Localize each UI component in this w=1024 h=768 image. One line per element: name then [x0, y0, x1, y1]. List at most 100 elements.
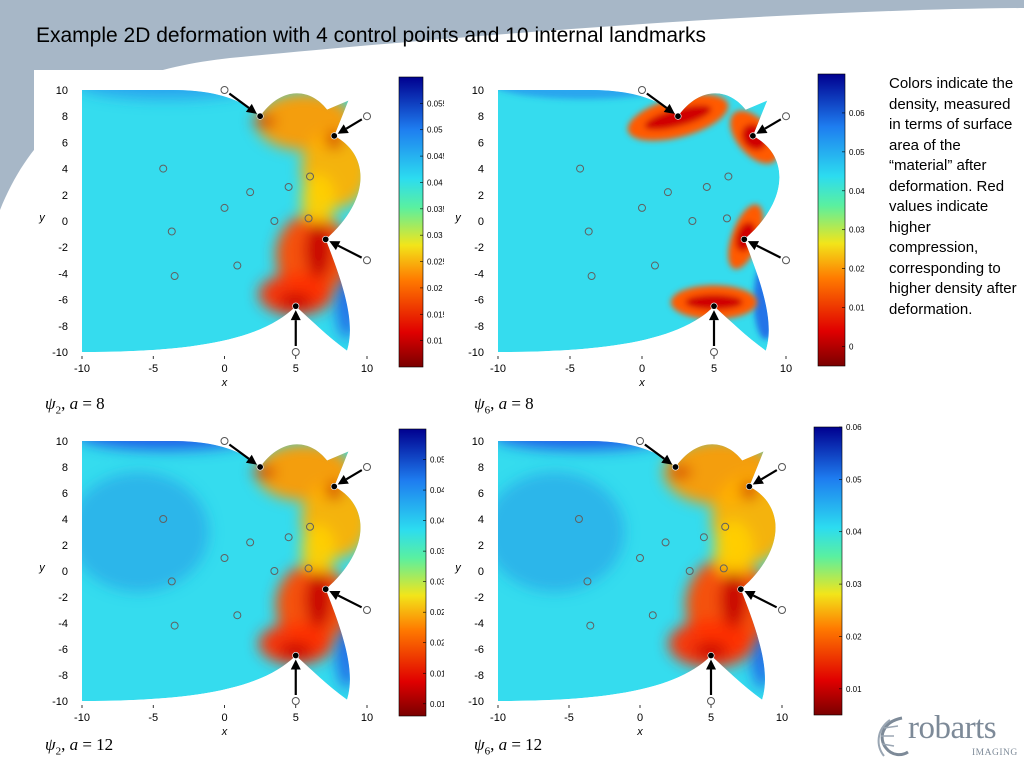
y-tick-label: 10	[56, 436, 68, 448]
colorbar-tick-label: 0.06	[849, 109, 865, 118]
control-point-target	[256, 112, 264, 120]
arrow-head	[337, 124, 349, 134]
colorbar-tick-label: 0.04	[846, 528, 862, 537]
arrow-head	[752, 475, 764, 485]
y-tick-label: 10	[56, 85, 68, 97]
landmark-marker	[584, 227, 593, 236]
colorbar-tick-label: 0.04	[430, 517, 444, 526]
landmark-marker	[270, 217, 279, 225]
x-tick-label: -5	[564, 712, 574, 724]
control-point-source	[782, 256, 790, 265]
x-tick-label: 5	[293, 712, 299, 724]
compression-core	[278, 293, 313, 309]
y-tick-label: -6	[474, 295, 484, 307]
deformation-plot-psi6-a12: -10 -5 0 5 10 10 8 6 4 2 0 -2 -4 -6 -8 -10 x y 0.06 0.05 0.0…	[454, 423, 870, 751]
y-tick-label: 2	[62, 190, 68, 202]
arrow-head	[709, 310, 719, 321]
control-point-source	[638, 86, 646, 94]
deformation-plot-psi6-a8: -10 -5 0 5 10 10 8 6 4 2 0 -2 -4 -6 -8 -10 x y 0.06 0.05 0.0…	[454, 70, 870, 398]
control-point-source	[363, 256, 371, 265]
control-point-source	[363, 112, 371, 121]
landmark-marker	[170, 621, 179, 630]
landmark-marker	[284, 182, 293, 191]
control-point-target	[710, 302, 718, 310]
colorbar-tick-label: 0.055	[427, 99, 444, 108]
control-point-source	[636, 437, 644, 445]
y-tick-label: -2	[58, 592, 68, 604]
control-point-source	[710, 348, 718, 356]
control-point-arrow	[228, 92, 250, 109]
caption-plot-4: ψ6, a = 12	[474, 735, 543, 758]
y-tick-label: 0	[478, 566, 484, 578]
arrow-head	[290, 310, 301, 321]
landmark-marker	[233, 261, 242, 270]
landmark-marker	[586, 621, 595, 630]
colorbar-tick-label: 0.04	[849, 187, 865, 196]
slide-title: Example 2D deformation with 4 control po…	[36, 24, 707, 47]
landmark-marker	[167, 577, 176, 586]
control-point-arrow	[646, 92, 668, 109]
colorbar-tick-label: 0.02	[427, 284, 443, 293]
colorbar-tick-label: 0.025	[430, 608, 444, 617]
arrow-head	[747, 241, 759, 251]
y-axis-label: y	[38, 562, 46, 574]
x-tick-label: 10	[776, 712, 788, 724]
landmark-marker	[719, 564, 728, 573]
landmark-marker	[170, 272, 179, 281]
arrow-head	[290, 659, 301, 670]
landmark-marker	[661, 538, 670, 547]
compression-region	[301, 524, 336, 577]
y-tick-label: -8	[58, 670, 68, 682]
control-point-source	[363, 606, 371, 614]
y-tick-label: 10	[472, 436, 484, 448]
y-tick-label: 4	[478, 514, 484, 526]
arrow-head	[706, 659, 716, 670]
landmark-marker	[636, 554, 644, 562]
control-point-target	[330, 482, 338, 490]
compression-core	[278, 642, 313, 659]
y-tick-label: 8	[478, 111, 484, 123]
deformation-plot-psi2-a12: -10 -5 0 5 10 10 8 6 4 2 0 -2 -4 -6 -8 -10 x y 0.05 0.045 0.…	[34, 423, 444, 751]
control-point-target	[707, 652, 715, 660]
y-tick-label: 4	[62, 514, 68, 526]
colorbar-tick-label: 0.04	[427, 178, 443, 187]
control-point-source	[782, 112, 790, 121]
landmark-marker	[685, 567, 694, 575]
colorbar-tick-label: 0.05	[849, 148, 865, 157]
colorbar-tick-label: 0.015	[430, 669, 444, 678]
control-point-source	[778, 606, 786, 614]
control-point-source	[291, 348, 300, 356]
colorbar-tick-label: 0.02	[430, 639, 444, 648]
x-tick-label: 0	[637, 712, 643, 724]
colorbar-tick-label: 0.02	[849, 265, 865, 274]
landmark-marker	[688, 217, 697, 225]
y-tick-label: -6	[58, 295, 68, 307]
control-point-target	[292, 302, 300, 310]
landmark-marker	[246, 538, 255, 547]
helix-logo-icon	[877, 716, 909, 757]
y-axis-label: y	[454, 562, 462, 574]
colorbar-tick-label: 0.05	[430, 456, 444, 465]
landmark-marker	[663, 188, 672, 197]
y-tick-label: -2	[58, 242, 68, 254]
colorbar	[813, 426, 843, 716]
x-axis-label: x	[638, 377, 645, 389]
colorbar	[398, 428, 427, 717]
colorbar-tick-label: 0.03	[849, 226, 865, 235]
x-tick-label: 0	[639, 363, 645, 375]
arrow-head	[663, 103, 675, 114]
x-tick-label: 10	[780, 363, 792, 375]
y-tick-label: 0	[62, 566, 68, 578]
x-tick-label: 5	[708, 712, 714, 724]
y-tick-label: 8	[62, 462, 68, 474]
x-tick-label: -10	[74, 712, 90, 724]
colorbar-tick-label: 0.015	[427, 310, 444, 319]
low-density-left	[498, 472, 625, 592]
compression-core	[253, 116, 276, 127]
logo-subtitle: IMAGING	[972, 748, 1018, 758]
arrow-head	[337, 475, 349, 485]
colorbar-tick-label: 0.01	[427, 337, 443, 346]
landmark-marker	[246, 188, 255, 197]
control-point-target	[745, 482, 753, 490]
x-axis-label: x	[221, 377, 228, 389]
